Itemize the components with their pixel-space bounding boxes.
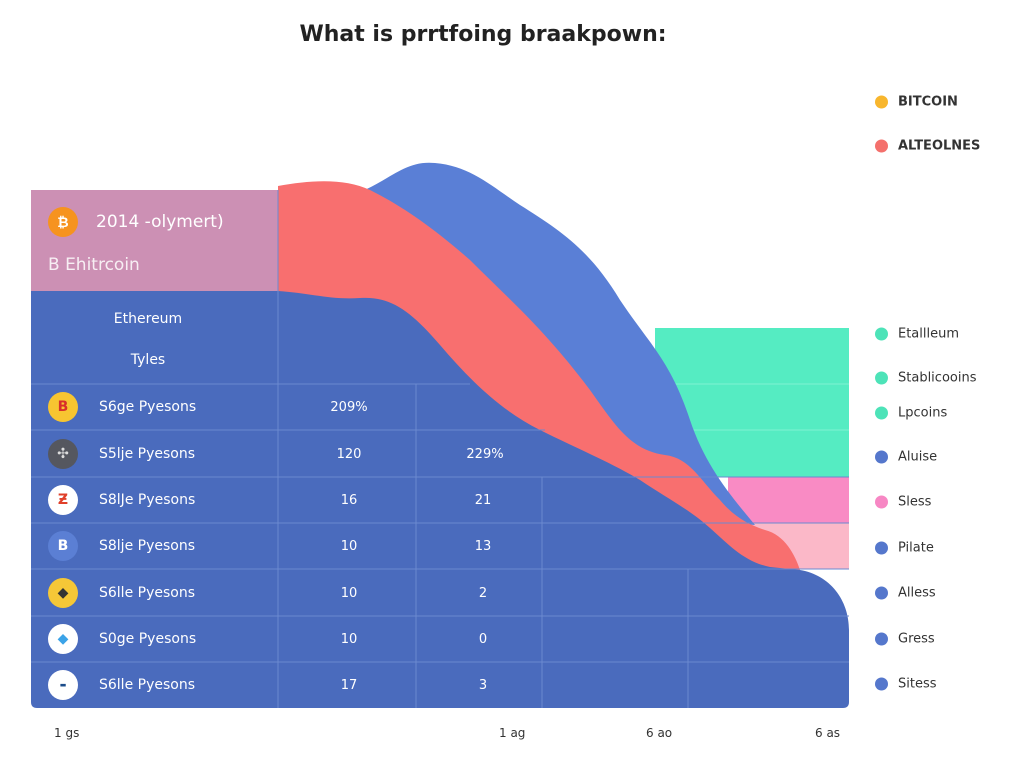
base-area	[31, 291, 849, 708]
badge-icon: ▬	[48, 670, 78, 700]
legend-label: Aluise	[898, 449, 938, 465]
legend-label: Alless	[898, 585, 936, 601]
legend-label: Gress	[898, 631, 935, 647]
x-tick: 6 as	[815, 726, 841, 740]
row-value: 21	[474, 493, 492, 508]
legend-label: Sitess	[898, 676, 937, 692]
legend-dot	[875, 450, 888, 464]
legend-label: Stablicooins	[898, 370, 977, 386]
legend-dot	[875, 632, 888, 646]
legend-item: Etallleum	[875, 327, 959, 342]
legend-dot	[875, 371, 888, 385]
legend-item: Pilate	[875, 541, 934, 556]
legend-item: Sless	[875, 495, 931, 510]
x-tick: 1 gs	[54, 726, 80, 740]
row-value: 10	[340, 586, 358, 601]
legend-item: Stablicooins	[875, 371, 976, 386]
row-label: S8lje Pyesons	[99, 538, 196, 554]
table-grid	[31, 190, 849, 708]
chart-title: What is prrtfoing braakpown:	[299, 22, 667, 47]
zigzag-icon: Ƶ	[48, 485, 78, 515]
row-value: 209%	[330, 400, 368, 415]
row-value: 16	[340, 493, 358, 508]
legend-label: BITCOIN	[898, 94, 958, 110]
legend-dot	[875, 95, 888, 109]
legend-dot	[875, 327, 888, 341]
row-label: S6ge Pyesons	[99, 399, 197, 415]
legend-label: Etallleum	[898, 326, 960, 342]
header-line-2: B Ehitrcoin	[48, 255, 140, 275]
legend-item: Aluise	[875, 450, 937, 465]
x-tick: 6 ao	[646, 726, 673, 740]
network-icon: ✣	[48, 439, 78, 469]
row-value: 0	[478, 632, 488, 647]
legend-dot	[875, 677, 888, 691]
legend-label: Lpcoins	[898, 405, 948, 421]
legend-item: ALTEOLNES	[875, 139, 980, 154]
row-value: 10	[340, 632, 358, 647]
row-value: 229%	[466, 447, 504, 462]
pink-band	[728, 477, 849, 523]
row-value: 13	[474, 539, 492, 554]
legend-label: Pilate	[898, 540, 934, 556]
header-panel	[31, 190, 278, 291]
row-value: 17	[340, 678, 358, 693]
legend-item: Lpcoins	[875, 406, 947, 421]
row-label: S6lle Pyesons	[99, 677, 196, 693]
row-value: 10	[340, 539, 358, 554]
ethereum-blue-icon: ◆	[48, 624, 78, 654]
legend-dot	[875, 139, 888, 153]
legend-dot	[875, 406, 888, 420]
row-label: S6lle Pyesons	[99, 585, 196, 601]
bitcoin-red-icon: B	[48, 392, 78, 422]
legend-label: ALTEOLNES	[898, 138, 981, 154]
legend-dot	[875, 586, 888, 600]
row-label: S0ge Pyesons	[99, 631, 197, 647]
header-line-1: 2014 -olymert)	[96, 212, 224, 232]
legend-dot	[875, 541, 888, 555]
row-label: S8lJe Pyesons	[99, 492, 196, 508]
bitcoin-blue-icon: B	[48, 531, 78, 561]
legend-dot	[875, 495, 888, 509]
legend-label: Sless	[898, 494, 932, 510]
row-value: 120	[336, 447, 362, 462]
row-value: 3	[478, 678, 488, 693]
legend-item: Gress	[875, 632, 935, 647]
legend-item: Alless	[875, 586, 936, 601]
row-value: 2	[478, 586, 488, 601]
x-tick: 1 ag	[499, 726, 526, 740]
legend-item: Sitess	[875, 677, 937, 692]
legend-item: BITCOIN	[875, 95, 958, 110]
bitcoin-icon: ₿	[48, 207, 78, 237]
row-label: S5lje Pyesons	[99, 446, 196, 462]
row-header-1: Ethereum	[113, 311, 183, 327]
ethereum-dark-icon: ◆	[48, 578, 78, 608]
row-header-2: Tyles	[130, 352, 166, 368]
